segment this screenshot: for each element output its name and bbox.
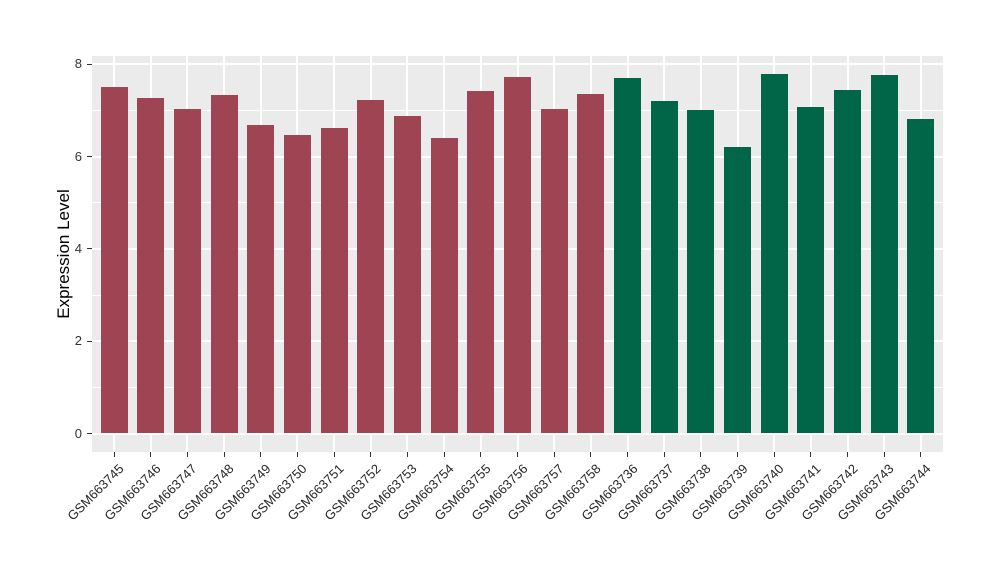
bar — [320, 128, 348, 434]
x-tick-mark — [553, 452, 555, 457]
x-tick-mark — [370, 452, 372, 457]
x-tick-mark — [590, 452, 592, 457]
x-tick-mark — [517, 452, 518, 457]
x-tick-mark — [480, 452, 482, 457]
major-gridline — [92, 63, 943, 66]
bar — [614, 78, 642, 434]
bar — [357, 100, 385, 434]
y-tick-label: 6 — [74, 148, 82, 164]
y-tick-label: 8 — [74, 56, 82, 72]
y-tick-mark — [87, 433, 92, 434]
major-gridline — [92, 432, 943, 435]
plot-panel — [92, 56, 943, 452]
x-tick-mark — [883, 452, 885, 457]
x-tick-mark — [920, 452, 922, 457]
bar — [210, 94, 238, 434]
x-tick-mark — [773, 452, 775, 457]
bar — [577, 94, 605, 434]
bar — [467, 91, 495, 434]
bar — [870, 74, 898, 434]
bar — [540, 109, 568, 434]
y-tick-mark — [87, 63, 92, 65]
bar — [247, 125, 275, 434]
bar — [724, 147, 752, 434]
x-tick-mark — [406, 452, 408, 457]
y-tick-mark — [87, 340, 92, 342]
bar — [907, 119, 935, 434]
x-tick-mark — [700, 452, 702, 457]
x-tick-mark — [150, 452, 152, 457]
x-tick-mark — [186, 452, 188, 457]
x-tick-mark — [296, 452, 298, 457]
x-tick-mark — [663, 452, 665, 457]
bar — [137, 98, 165, 434]
x-tick-mark — [113, 452, 115, 457]
bar — [797, 107, 825, 434]
bar — [430, 138, 458, 434]
x-tick-mark — [810, 452, 812, 457]
bar — [760, 74, 788, 434]
bar — [100, 87, 128, 434]
x-tick-mark — [627, 452, 629, 457]
bar — [834, 90, 862, 434]
bar — [504, 76, 531, 434]
x-tick-mark — [737, 452, 739, 457]
x-tick-mark — [223, 452, 225, 457]
bar — [283, 134, 311, 434]
y-tick-mark — [87, 156, 92, 158]
y-tick-label: 4 — [74, 240, 82, 256]
y-tick-label: 0 — [74, 425, 82, 441]
x-tick-mark — [333, 452, 335, 457]
bar — [687, 109, 715, 434]
bar — [393, 115, 421, 434]
x-tick-mark — [443, 452, 445, 457]
x-tick-mark — [260, 452, 262, 457]
bar — [650, 101, 678, 434]
x-tick-mark — [847, 452, 849, 457]
y-tick-label: 2 — [74, 333, 82, 349]
y-tick-mark — [87, 248, 92, 250]
bar — [173, 109, 201, 434]
